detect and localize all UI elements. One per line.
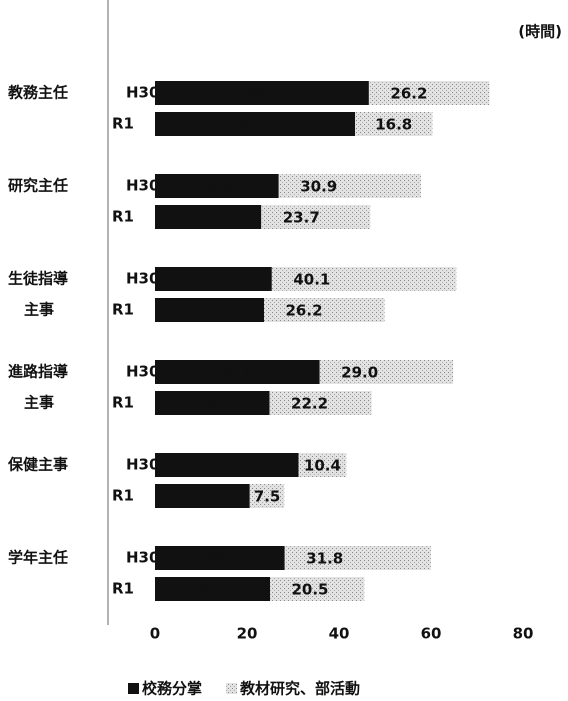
value-label: 35.8 [221, 364, 254, 382]
y-tick-label: R1 [112, 208, 134, 226]
bar-texture [319, 360, 454, 384]
bar [155, 453, 299, 477]
value-label: 26.2 [390, 85, 427, 103]
value-label: 16.8 [375, 116, 412, 134]
bar [155, 298, 265, 322]
y-tick-label: R1 [112, 301, 134, 319]
bar-texture [270, 577, 365, 601]
y-tick-label: H30 [126, 549, 159, 567]
x-tick-label: 0 [150, 625, 160, 643]
value-label: 23.1 [191, 209, 224, 227]
value-label: 46.5 [245, 85, 278, 103]
legend-label: 教材研究、部活動 [239, 680, 360, 698]
bar [155, 174, 279, 198]
group-label: 学年主任 [8, 549, 68, 567]
group-label: 教務主任 [7, 84, 68, 102]
value-label: 23.7 [283, 209, 320, 227]
y-tick-label: H30 [126, 363, 159, 381]
legend-label: 校務分掌 [142, 680, 202, 698]
bar [155, 577, 270, 601]
x-tick-label: 20 [237, 625, 258, 643]
bar-texture [284, 546, 431, 570]
value-label: 26.2 [286, 302, 323, 320]
bar-texture [261, 205, 371, 229]
y-tick-label: H30 [126, 456, 159, 474]
value-label: 26.9 [200, 178, 233, 196]
value-label: 7.5 [254, 488, 281, 506]
x-tick-label: 60 [421, 625, 442, 643]
bar [155, 205, 262, 229]
group-label: 研究主任 [8, 177, 68, 195]
bar [155, 81, 369, 105]
value-label: 20.6 [186, 488, 219, 506]
legend-swatch [128, 683, 139, 694]
bar-texture [271, 267, 457, 291]
group-label: 主事 [24, 301, 54, 319]
y-tick-label: R1 [112, 115, 134, 133]
bar-texture [278, 174, 421, 198]
value-label: 40.1 [293, 271, 330, 289]
bar [155, 546, 285, 570]
unit-label: (時間) [518, 23, 562, 41]
bar-texture [368, 81, 490, 105]
y-tick-label: R1 [112, 394, 134, 412]
value-label: 28.2 [203, 550, 236, 568]
bar-texture [355, 112, 433, 136]
legend-texture [226, 683, 238, 694]
x-tick-label: 80 [513, 625, 534, 643]
value-label: 10.4 [304, 457, 341, 475]
value-label: 29.0 [341, 364, 378, 382]
bar-texture [249, 484, 285, 508]
value-label: 31.2 [210, 457, 243, 475]
value-label: 25.4 [197, 271, 230, 289]
bar-texture [269, 391, 372, 415]
bar-texture [298, 453, 347, 477]
bar [155, 484, 250, 508]
value-label: 31.8 [306, 550, 343, 568]
group-label: 主事 [24, 394, 54, 412]
bar-texture [264, 298, 385, 322]
group-label: 生徒指導 [8, 270, 68, 288]
group-label: 進路指導 [8, 363, 68, 381]
group-label: 保健主事 [7, 456, 68, 474]
value-label: 25.0 [196, 581, 229, 599]
bar [155, 267, 272, 291]
y-tick-label: H30 [126, 177, 159, 195]
value-label: 22.2 [291, 395, 328, 413]
y-tick-label: R1 [112, 487, 134, 505]
bar [155, 391, 270, 415]
y-tick-label: R1 [112, 580, 134, 598]
bar [155, 360, 320, 384]
value-label: 20.5 [291, 581, 328, 599]
bar [155, 112, 356, 136]
y-tick-label: H30 [126, 270, 159, 288]
y-tick-label: H30 [126, 84, 159, 102]
x-tick-label: 40 [329, 625, 350, 643]
value-label: 43.5 [238, 116, 271, 134]
value-label: 24.9 [196, 395, 229, 413]
value-label: 30.9 [300, 178, 337, 196]
value-label: 23.7 [193, 302, 226, 320]
